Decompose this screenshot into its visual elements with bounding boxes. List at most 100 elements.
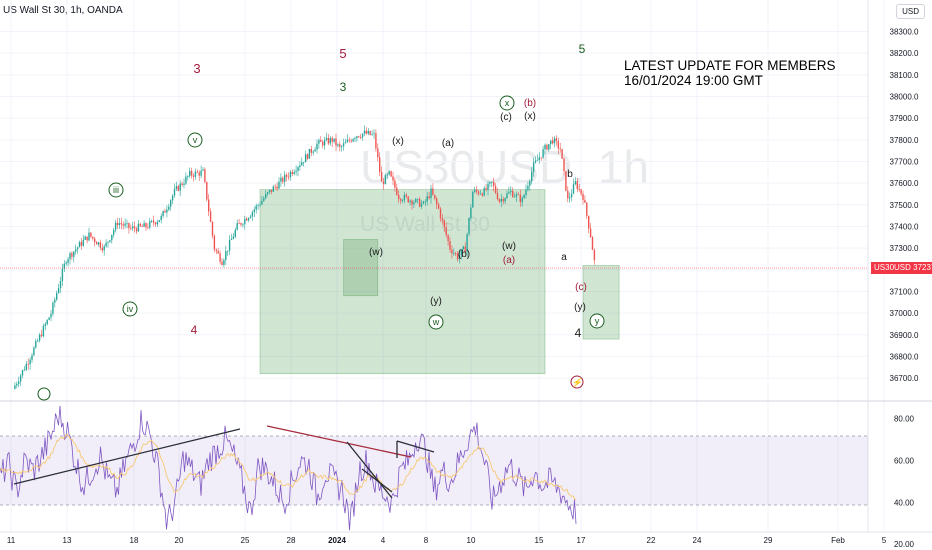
price-tag-symbol: US30USD [874,263,911,272]
candle-body [299,165,301,168]
candle-body [483,188,485,196]
candle-body [403,194,406,201]
time-tick-label: 25 [241,536,250,545]
candle-body [170,200,172,207]
candle-body [171,195,174,201]
wave-label-circle [122,301,138,317]
candle-body [375,133,377,149]
candle-body [318,140,320,144]
time-tick-label: 15 [535,536,544,545]
rsi-trendlines[interactable] [13,425,435,499]
candle-body [204,169,206,182]
candle-body [48,317,50,320]
time-tick-label: 20 [175,536,184,545]
update-note-line1: LATEST UPDATE FOR MEMBERS [624,58,836,73]
candle-body [37,340,39,342]
candle-body [244,218,246,225]
candle-body [56,293,58,300]
time-tick-label: 8 [424,536,429,545]
candle-body [116,222,119,226]
candle-body [466,234,468,252]
candle-body [217,250,219,254]
price-tick-label: 37000.0 [890,309,919,318]
candle-body [532,162,535,172]
candle-body [510,190,512,193]
candle-body [358,136,360,138]
wave-label: 3 [193,61,200,76]
watermark-name: US Wall St 30 [360,213,490,237]
price-tick-label: 37600.0 [890,179,919,188]
candle-body [439,208,442,219]
candle-body [468,217,470,235]
wave-label: (c) [575,282,587,293]
candle-body [367,130,369,134]
candle-body [386,174,388,176]
candle-body [582,193,584,200]
candle-body [512,190,514,197]
candle-body [16,383,18,386]
candle-body [320,140,322,142]
rsi-trendline [346,441,393,499]
candle-body [63,263,65,269]
time-tick-label: Feb [831,536,845,545]
candle-body [424,201,426,203]
candle-body [521,197,523,203]
candle-body [257,205,259,206]
currency-button[interactable]: USD [896,4,925,19]
svg-text:⚡: ⚡ [571,377,583,389]
time-tick-label: 13 [63,536,72,545]
candle-body [306,154,309,159]
candle-body [238,222,240,224]
candle-body [162,210,164,216]
candle-body [208,199,210,212]
price-tick-label: 37700.0 [890,157,919,166]
candle-body [35,341,37,348]
candle-body [67,259,69,263]
candle-body [369,130,371,135]
candle-body [303,162,305,163]
candle-body [565,171,567,191]
candle-body [350,140,352,142]
candle-body [434,194,436,199]
candle-body [360,137,362,138]
candle-body [154,222,157,225]
candle-body [291,171,293,174]
candle-body [420,203,423,207]
price-tick-label: 37300.0 [890,244,919,253]
alert-icon[interactable]: ⚡ [570,375,584,389]
candle-body [544,144,546,150]
candle-body [232,236,235,239]
wave-label: x [505,98,510,108]
candle-body [57,288,60,294]
candle-body [75,249,77,252]
candle-body [384,175,387,185]
price-tick-label: 38300.0 [890,28,919,37]
candle-body [228,239,231,251]
time-tick-label: 29 [764,536,773,545]
candle-body [580,189,582,194]
candle-body [314,149,316,152]
candle-body [447,235,449,242]
rsi-trendline [266,425,412,458]
candle-body [559,148,561,150]
candle-body [14,385,16,389]
time-tick-label: 17 [577,536,586,545]
candle-body [240,223,242,225]
candle-body [415,198,417,203]
candle-body [352,139,354,142]
candle-body [219,253,221,262]
candle-body [289,171,292,178]
candle-body [52,302,54,314]
candle-body [310,148,312,153]
wave-label: 5 [339,46,346,61]
candle-body [493,181,495,187]
rsi-tick-label: 20.00 [894,540,915,549]
candle-body [278,181,280,189]
candle-body [177,186,179,191]
candle-body [65,262,67,264]
candle-body [361,133,364,138]
candle-body [181,183,183,185]
wave-label: iv [127,304,134,314]
candle-body [18,381,20,384]
